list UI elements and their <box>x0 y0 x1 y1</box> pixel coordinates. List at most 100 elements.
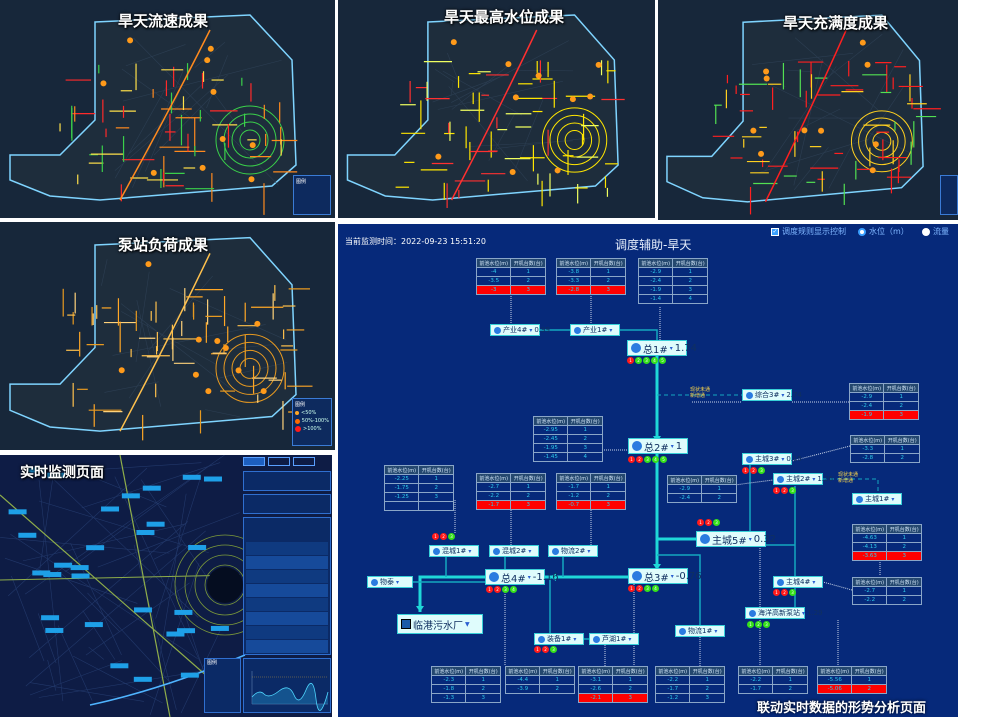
tab[interactable] <box>268 457 290 466</box>
pump-status-light-green: 3 <box>644 585 651 592</box>
road <box>87 592 173 685</box>
rule-display-checkbox[interactable]: ✓ 调度规则显示控制 <box>771 226 846 237</box>
table-cell: -3 <box>475 285 512 295</box>
dropdown-icon[interactable]: ▾ <box>714 627 718 635</box>
pump-status-light-red: 1 <box>742 467 749 474</box>
pump-station-node[interactable]: 主城3# ▾ 0.15 <box>742 453 802 465</box>
road <box>515 98 544 169</box>
level-radio[interactable]: 水位（m） <box>858 226 909 237</box>
pump-station-node[interactable]: 总3# ▾ -0.76 <box>628 568 702 584</box>
checkbox-icon[interactable]: ✓ <box>771 227 779 236</box>
dropdown-icon[interactable]: ▾ <box>802 609 806 617</box>
monitor-list-row[interactable] <box>246 640 328 653</box>
pump-station-node[interactable]: 产业1# ▾ <box>570 324 620 336</box>
dropdown-icon[interactable]: ▼ <box>465 620 470 628</box>
monitor-list-row[interactable] <box>246 626 328 639</box>
dropdown-icon[interactable]: ▾ <box>528 547 532 555</box>
pump-icon <box>777 475 784 483</box>
legend-title: 图例 <box>296 179 307 185</box>
pump-station-marker <box>222 345 229 352</box>
monitor-type-box[interactable] <box>243 494 331 514</box>
table-cell: 1 <box>672 267 708 277</box>
pump-station-node[interactable]: 混城1# ▾ <box>429 545 479 557</box>
legend-item: <50% <box>295 410 329 416</box>
flow-radio[interactable]: 流量 <box>922 226 949 237</box>
pump-station-node[interactable]: 总2# ▾ 1 <box>628 438 688 454</box>
dropdown-icon[interactable]: ▾ <box>812 475 816 483</box>
pump-station-node[interactable]: 物流2# ▾ <box>548 545 598 557</box>
pump-station-node[interactable]: 总1# ▾ 1.74 <box>627 340 697 356</box>
radio-unselected-icon[interactable] <box>922 227 930 236</box>
dropdown-icon[interactable]: ▾ <box>628 635 632 643</box>
pump-station-node[interactable]: 主城4# ▾ <box>773 576 823 588</box>
table-header: 开机台数(台) <box>510 473 546 483</box>
road <box>763 81 910 153</box>
monitor-list-row[interactable] <box>246 570 328 583</box>
linggang-plant-node[interactable]: 临港污水厂 ▼ <box>397 614 483 634</box>
dropdown-icon[interactable]: ▾ <box>812 578 816 586</box>
dropdown-icon[interactable]: ▾ <box>527 573 531 581</box>
fullness-map[interactable] <box>658 0 958 220</box>
dropdown-icon[interactable]: ▾ <box>609 326 613 334</box>
monitor-list-row[interactable] <box>246 598 328 611</box>
pump-level-table: 前池水位(m) 开机台数(台) -3.1 1 -2.6 2 -2.1 3 <box>577 666 648 703</box>
station-name: 物流1# <box>688 627 713 635</box>
pump-station-node[interactable]: 物流1# ▾ <box>675 625 725 637</box>
device-filter-box[interactable] <box>243 471 331 491</box>
pump-load-map[interactable] <box>0 222 335 450</box>
pump-station-node[interactable]: 产业4# ▾ 0.99 <box>490 324 550 336</box>
legend-label: 50%-100% <box>301 418 329 424</box>
dropdown-icon[interactable]: ▾ <box>468 547 472 555</box>
dropdown-icon[interactable]: ▾ <box>670 442 674 450</box>
max-level-map[interactable] <box>338 0 655 218</box>
pump-station-node[interactable]: 芦湖1# ▾ <box>589 633 639 645</box>
station-name: 装备1# <box>547 635 572 643</box>
monitor-map[interactable] <box>0 455 332 717</box>
dropdown-icon[interactable]: ▾ <box>396 578 400 586</box>
trunk-pipe <box>119 253 211 432</box>
dropdown-icon[interactable]: ▾ <box>781 455 785 463</box>
flow-speed-map[interactable] <box>0 0 335 218</box>
pump-station-node[interactable]: 总4# ▾ -1.16 <box>485 569 559 585</box>
table-cell: -1.2 <box>555 491 592 501</box>
dropdown-icon[interactable]: ▾ <box>891 495 895 503</box>
dropdown-icon[interactable]: ▾ <box>781 391 785 399</box>
road <box>179 74 228 119</box>
table-cell: 1 <box>590 482 626 492</box>
radio-selected-icon[interactable] <box>858 227 866 236</box>
pump-station-node[interactable]: 综合3# ▾ 2.74 <box>742 389 802 401</box>
monitor-list-row[interactable] <box>246 542 328 555</box>
dropdown-icon[interactable]: ▾ <box>670 572 674 580</box>
tab[interactable] <box>293 457 315 466</box>
dropdown-icon[interactable]: ▾ <box>587 547 591 555</box>
pump-station-marker <box>207 45 214 52</box>
pump-station-node[interactable]: 装备1# ▾ <box>534 633 584 645</box>
monitor-list-row[interactable] <box>246 612 328 625</box>
dropdown-icon[interactable]: ▾ <box>748 535 752 543</box>
monitor-list-row[interactable] <box>246 584 328 597</box>
road <box>205 409 240 418</box>
pump-station-node[interactable]: 主城2# ▾ 1.26 <box>773 473 833 485</box>
dropdown-icon[interactable]: ▾ <box>573 635 577 643</box>
main-road <box>0 494 241 706</box>
table-row: -1.9 3 <box>848 410 919 420</box>
pump-station-node[interactable]: 主城5# ▾ 0.32 <box>696 531 776 547</box>
station-name: 物泰 <box>380 578 394 586</box>
dropdown-icon[interactable]: ▾ <box>529 326 533 334</box>
road <box>21 462 202 475</box>
pump-station-node[interactable]: 物泰 ▾ <box>367 576 413 588</box>
monitor-list-box[interactable] <box>243 517 331 655</box>
pump-station-node[interactable]: 混城2# ▾ <box>489 545 539 557</box>
road <box>135 271 150 362</box>
tab[interactable] <box>243 457 265 466</box>
station-name: 主城1# <box>865 495 890 503</box>
monitor-list-row[interactable] <box>246 556 328 569</box>
dropdown-icon[interactable]: ▾ <box>669 344 673 352</box>
table-cell: 3 <box>465 693 501 703</box>
pump-station-marker <box>512 94 519 101</box>
table-header: 开机台数(台) <box>465 666 501 676</box>
table-row: -4.4 1 <box>504 675 575 685</box>
pump-station-node[interactable]: 海洋高新泵站 ▾ 1.29 <box>745 607 823 619</box>
pump-station-node[interactable]: 主城1# ▾ <box>852 493 902 505</box>
